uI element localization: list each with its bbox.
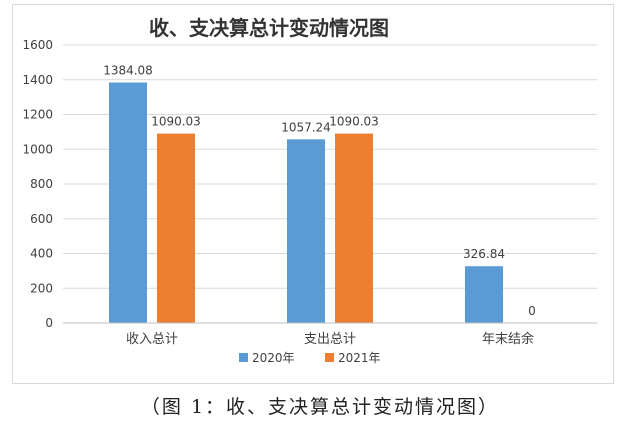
data-label: 1090.03: [329, 115, 379, 129]
bar: [157, 133, 195, 323]
x-tick-label: 支出总计: [304, 332, 356, 347]
legend-swatch: [325, 353, 334, 362]
bar: [335, 133, 373, 323]
legend-label: 2021年: [338, 351, 381, 365]
data-label: 1090.03: [151, 115, 201, 129]
bar: [465, 266, 503, 323]
y-tick-label: 600: [30, 212, 53, 226]
x-tick-label: 年末结余: [482, 331, 534, 347]
y-axis: 0 200 400 600 800 1000 1200 1400 1600: [22, 38, 53, 330]
legend: 2020年 2021年: [239, 351, 381, 365]
y-tick-label: 200: [30, 281, 53, 295]
data-label: 1384.08: [103, 64, 153, 78]
bar: [109, 82, 147, 323]
legend-label: 2020年: [252, 351, 295, 365]
legend-swatch: [239, 353, 248, 362]
y-tick-label: 1000: [22, 142, 53, 156]
y-tick-label: 1200: [22, 108, 53, 122]
chart-area: 收、支决算总计变动情况图 0 200 400 600 800 1000 1200 1400 16…: [12, 4, 614, 384]
data-label: 0: [528, 304, 536, 318]
x-tick-label: 收入总计: [126, 332, 178, 347]
y-tick-label: 400: [30, 247, 53, 261]
x-axis: 收入总计 支出总计 年末结余: [63, 322, 597, 347]
gridlines: [63, 44, 597, 324]
data-label: 326.84: [463, 247, 505, 261]
bar: [287, 139, 325, 323]
chart-title: 收、支决算总计变动情况图: [149, 16, 389, 40]
bar-chart: 收、支决算总计变动情况图 0 200 400 600 800 1000 1200 1400 16…: [22, 16, 597, 365]
figure-caption: （图 1：收、支决算总计变动情况图）: [140, 396, 500, 418]
y-tick-label: 800: [30, 177, 53, 191]
y-tick-label: 1600: [22, 38, 53, 52]
y-tick-label: 0: [45, 316, 53, 330]
y-tick-label: 1400: [22, 73, 53, 87]
data-label: 1057.24: [281, 120, 331, 134]
